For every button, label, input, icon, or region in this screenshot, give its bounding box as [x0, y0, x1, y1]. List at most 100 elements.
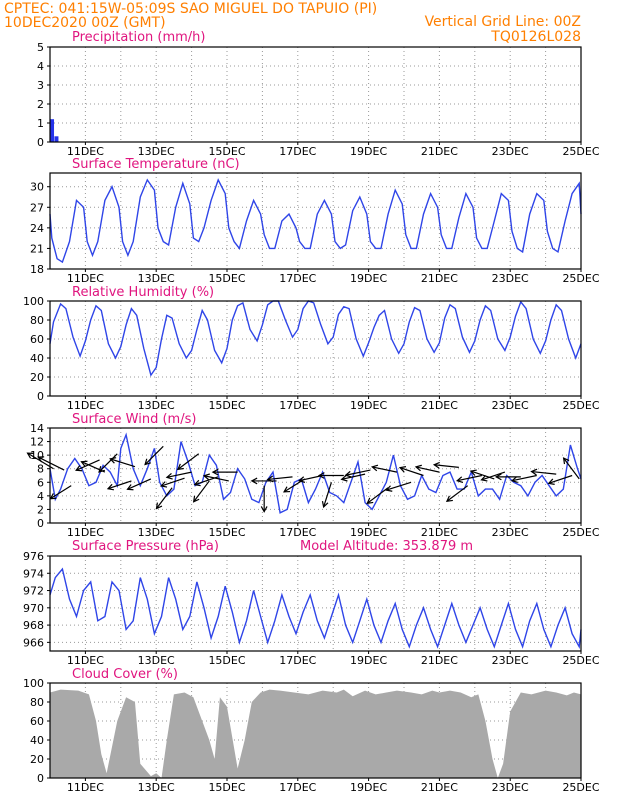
wind-arrow-head: [321, 500, 329, 509]
wind-arrow-shaft: [299, 474, 323, 482]
wind-arrow: [165, 471, 192, 480]
precip-ytick-label: 5: [37, 41, 44, 54]
press-series-line: [49, 567, 582, 650]
wind-arrow-head: [109, 457, 117, 464]
precip-ytick-label: 3: [37, 79, 44, 92]
temp-ytick-label: 24: [30, 222, 44, 235]
cloud-area: [50, 689, 581, 778]
wind-arrow-head: [260, 506, 268, 513]
precip-title: Precipitation (mm/h): [72, 30, 205, 45]
wind-arrow-head: [340, 474, 348, 482]
rh-xtick-label: 11DEC: [67, 399, 104, 412]
wind-arrow-shaft: [341, 473, 366, 480]
wind-arrow-shaft: [457, 474, 483, 482]
cloud-xtick-label: 21DEC: [421, 781, 458, 794]
wind-arrow-shaft: [110, 458, 136, 468]
wind-arrow-shaft: [415, 466, 440, 473]
wind-arrow-shaft: [107, 480, 132, 490]
rh-series-line: [49, 300, 582, 377]
wind-arrow: [211, 468, 238, 476]
wind-arrow: [155, 487, 173, 510]
temp-ytick-label: 18: [30, 263, 44, 276]
wind-arrow-shaft: [156, 487, 173, 509]
press-xtick-label: 11DEC: [67, 654, 104, 667]
press-title: Surface Pressure (hPa): [72, 539, 219, 554]
wind-arrow-head: [98, 466, 105, 473]
precip-ytick-label: 1: [37, 117, 44, 130]
rh-ytick-label: 100: [23, 295, 44, 308]
rh-ytick-label: 20: [30, 371, 44, 384]
press-altitude-label: Model Altitude: 353.879 m: [300, 539, 473, 554]
press-ytick-label: 976: [23, 550, 44, 563]
press-xtick-label: 23DEC: [492, 654, 529, 667]
wind-xtick-label: 23DEC: [492, 526, 529, 539]
wind-arrow-shaft: [37, 456, 65, 471]
rh-xtick-label: 19DEC: [350, 399, 387, 412]
temp-xtick-label: 13DEC: [138, 272, 175, 285]
wind-arrow-shaft: [98, 453, 118, 473]
wind-arrow-head: [432, 461, 440, 469]
wind-arrow-head: [159, 481, 168, 488]
press-xtick-label: 13DEC: [138, 654, 175, 667]
wind-arrow: [159, 477, 185, 488]
cloud-xtick-label: 25DEC: [562, 781, 599, 794]
wind-arrow: [370, 464, 398, 473]
wind-arrow-head: [202, 473, 210, 481]
temp-xtick-label: 21DEC: [421, 272, 458, 285]
wind-arrow-head: [37, 456, 45, 463]
wind-arrow: [469, 469, 495, 480]
precip-xtick-label: 13DEC: [138, 145, 175, 158]
wind-arrow-head: [414, 464, 422, 472]
temp-xtick-label: 19DEC: [350, 272, 387, 285]
wind-arrow-head: [283, 486, 291, 493]
press-ytick-label: 970: [23, 602, 44, 615]
wind-xtick-label: 19DEC: [350, 526, 387, 539]
wind-arrow: [530, 468, 557, 476]
precip-panel: Precipitation (mm/h) 0 1 2 3 4 5 11DEC 13DEC 15DE…: [37, 30, 600, 158]
precip-bar: [50, 119, 55, 142]
wind-arrow: [176, 453, 200, 471]
precip-xtick-label: 25DEC: [562, 145, 599, 158]
wind-arrow-head: [144, 458, 152, 466]
wind-arrow-head: [445, 495, 453, 503]
wind-arrow-shaft: [531, 470, 557, 475]
wind-arrow: [432, 461, 459, 469]
wind-arrow: [106, 480, 132, 491]
cloud-xtick-label: 11DEC: [67, 781, 104, 794]
temp-frame: [49, 172, 582, 270]
temp-xtick-label: 17DEC: [279, 272, 316, 285]
precip-frame: [49, 46, 582, 143]
press-xtick-label: 17DEC: [279, 654, 316, 667]
wind-arrow-shaft: [166, 471, 192, 478]
wind-arrow: [366, 487, 389, 505]
wind-arrow: [297, 474, 323, 483]
wind-arrow-head: [562, 457, 570, 465]
header-run-time: 10DEC2020 00Z (GMT): [4, 15, 166, 31]
wind-arrow-head: [250, 477, 258, 485]
rh-ytick-label: 60: [30, 333, 44, 346]
wind-arrow-shaft: [563, 457, 580, 480]
wind-arrow-head: [297, 476, 306, 483]
wind-xtick-label: 17DEC: [279, 526, 316, 539]
precip-bar: [54, 136, 59, 142]
wind-ytick-label: 2: [37, 503, 44, 516]
precip-ytick-label: 2: [37, 98, 44, 111]
temp-xtick-label: 23DEC: [492, 272, 529, 285]
temp-series-line: [49, 178, 582, 264]
wind-arrow-head: [455, 476, 464, 484]
wind-arrow-shaft: [470, 470, 495, 480]
wind-arrow-head: [494, 473, 502, 481]
wind-arrow: [192, 480, 210, 503]
wind-arrow: [455, 474, 483, 484]
precip-ytick-label: 4: [37, 60, 44, 73]
rh-xtick-label: 21DEC: [421, 399, 458, 412]
wind-arrow-head: [385, 485, 393, 492]
rh-xtick-label: 23DEC: [492, 399, 529, 412]
wind-arrow-shaft: [511, 474, 537, 482]
wind-arrow-head: [26, 452, 34, 459]
wind-arrow: [344, 469, 371, 478]
wind-series-line: [49, 432, 582, 514]
wind-arrow: [144, 445, 164, 466]
temp-ytick-label: 27: [30, 201, 44, 214]
